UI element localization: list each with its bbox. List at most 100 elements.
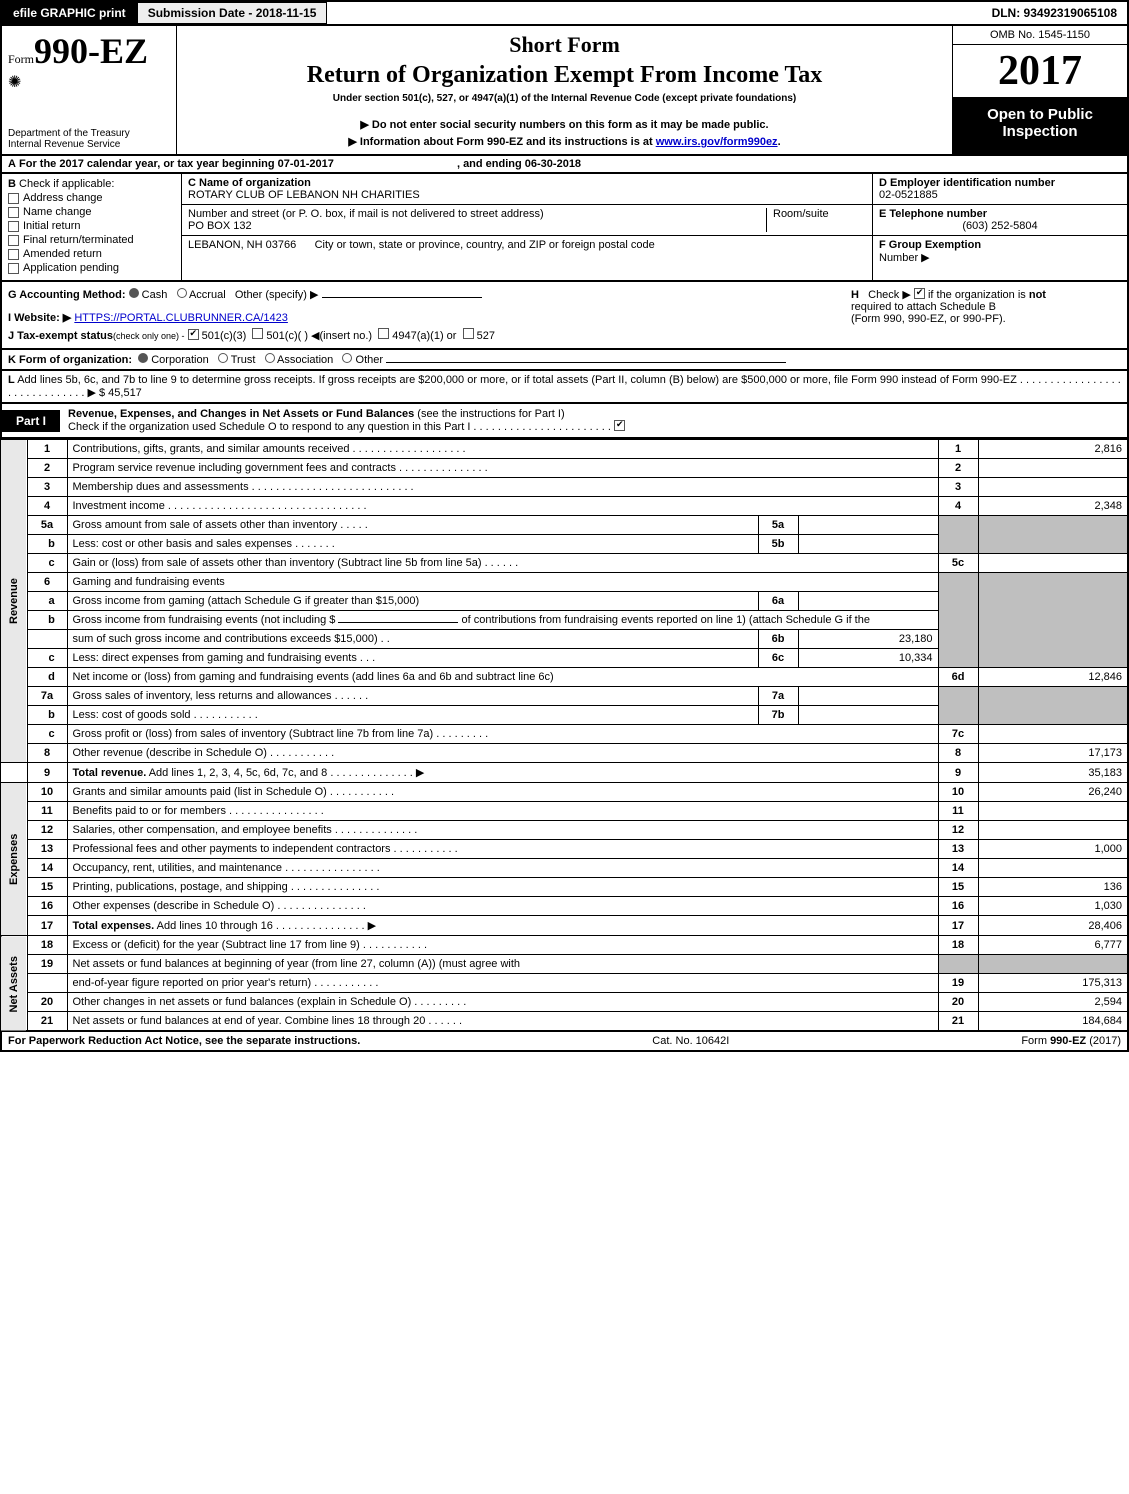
l-text: Add lines 5b, 6c, and 7b to line 9 to de… (17, 374, 1017, 386)
row-val: 2,594 (978, 993, 1128, 1012)
vlabel-revenue: Revenue (1, 440, 27, 763)
check-initial-return[interactable] (8, 221, 19, 232)
city-value: LEBANON, NH 03766 (188, 239, 296, 251)
row-val: 6,777 (978, 936, 1128, 955)
r17-bold: Total expenses. (73, 920, 155, 932)
row-desc: Membership dues and assessments . . . . … (67, 478, 938, 497)
row-desc: Gaming and fundraising events (67, 573, 938, 592)
row-desc: Program service revenue including govern… (67, 459, 938, 478)
row-num: b (27, 611, 67, 630)
radio-trust[interactable] (218, 353, 228, 363)
row-box: 9 (938, 763, 978, 783)
efile-print-button[interactable]: efile GRAPHIC print (2, 2, 137, 24)
radio-other[interactable] (342, 353, 352, 363)
row-box: 7c (938, 725, 978, 744)
radio-association[interactable] (265, 353, 275, 363)
g-accrual: Accrual (189, 289, 226, 301)
row-num: c (27, 649, 67, 668)
website-link[interactable]: HTTPS://PORTAL.CLUBRUNNER.CA/1423 (74, 312, 288, 324)
check-initial-return-label: Initial return (23, 220, 80, 232)
footer-right-post: (2017) (1086, 1035, 1121, 1047)
row-num: 14 (27, 859, 67, 878)
row-num: 17 (27, 916, 67, 936)
f-label2: Number ▶ (879, 251, 1121, 264)
footer-right-pre: Form (1021, 1035, 1050, 1047)
h-text4: (Form 990, 990-EZ, or 990-PF). (851, 313, 1006, 325)
row-num: b (27, 706, 67, 725)
inner-num: 5b (758, 535, 798, 554)
footer-mid: Cat. No. 10642I (652, 1035, 729, 1047)
row-val: 12,846 (978, 668, 1128, 687)
check-501c3[interactable] (188, 329, 199, 340)
row-box: 6d (938, 668, 978, 687)
row-num: 1 (27, 440, 67, 459)
check-schedule-b[interactable] (914, 288, 925, 299)
check-501c[interactable] (252, 328, 263, 339)
row-box: 11 (938, 802, 978, 821)
check-application-pending[interactable] (8, 263, 19, 274)
check-527[interactable] (463, 328, 474, 339)
row-val (978, 859, 1128, 878)
shaded-cell (978, 516, 1128, 554)
b-text: Check if applicable: (19, 178, 114, 190)
row-desc: Gross profit or (loss) from sales of inv… (67, 725, 938, 744)
org-name-row: C Name of organization ROTARY CLUB OF LE… (182, 174, 872, 205)
irs-form-link[interactable]: www.irs.gov/form990ez (656, 136, 778, 148)
inner-val (798, 592, 938, 611)
row-num: 9 (27, 763, 67, 783)
row-desc: Excess or (deficit) for the year (Subtra… (67, 936, 938, 955)
i-label: I Website: ▶ (8, 312, 71, 324)
row-num: b (27, 535, 67, 554)
row-num: 10 (27, 783, 67, 802)
k-association: Association (277, 354, 333, 366)
check-address-change-label: Address change (23, 192, 103, 204)
inner-val (798, 687, 938, 706)
part1-sub-dots: . . . . . . . . . . . . . . . . . . . . … (470, 421, 614, 433)
h-text1: Check ▶ (868, 289, 911, 301)
row-num: 3 (27, 478, 67, 497)
row-val: 184,684 (978, 1012, 1128, 1032)
check-address-change[interactable] (8, 193, 19, 204)
open-to-public: Open to Public Inspection (953, 98, 1127, 154)
part1-desc: Revenue, Expenses, and Changes in Net As… (60, 404, 1127, 437)
check-application-pending-label: Application pending (23, 262, 119, 274)
shaded-cell (938, 516, 978, 554)
row-val (978, 802, 1128, 821)
row-desc: Grants and similar amounts paid (list in… (67, 783, 938, 802)
submission-date: Submission Date - 2018-11-15 (137, 2, 328, 24)
dept-irs: Internal Revenue Service (8, 139, 170, 150)
check-4947[interactable] (378, 328, 389, 339)
shaded-cell (978, 955, 1128, 974)
footer-right: Form 990-EZ (2017) (1021, 1035, 1121, 1047)
radio-corporation[interactable] (138, 353, 148, 363)
row-box: 18 (938, 936, 978, 955)
part1-title-paren: (see the instructions for Part I) (414, 408, 564, 420)
c-label: C Name of organization (188, 177, 866, 189)
open-line2: Inspection (957, 123, 1123, 140)
row-num (27, 974, 67, 993)
row-val: 28,406 (978, 916, 1128, 936)
phone-value: (603) 252-5804 (879, 220, 1121, 232)
row-num: 5a (27, 516, 67, 535)
check-amended-return[interactable] (8, 249, 19, 260)
row-num: 19 (27, 955, 67, 974)
row-num: 13 (27, 840, 67, 859)
check-name-change[interactable] (8, 207, 19, 218)
row-desc: Other changes in net assets or fund bala… (67, 993, 938, 1012)
l-amount: $ 45,517 (99, 387, 142, 399)
k-label: K Form of organization: (8, 354, 132, 366)
radio-accrual[interactable] (177, 288, 187, 298)
city-label: City or town, state or province, country… (315, 239, 655, 251)
part1-grid: Revenue 1 Contributions, gifts, grants, … (0, 439, 1129, 1032)
h-text2: if the organization is (928, 289, 1026, 301)
check-schedule-o[interactable] (614, 420, 625, 431)
col-d-info: D Employer identification number 02-0521… (872, 174, 1127, 280)
j-4947: 4947(a)(1) or (392, 330, 456, 342)
group-exemption-row: F Group Exemption Number ▶ (873, 236, 1127, 280)
accounting-block: G Accounting Method: Cash Accrual Other … (0, 282, 1129, 350)
check-final-return[interactable] (8, 235, 19, 246)
h-text3: required to attach Schedule B (851, 301, 996, 313)
radio-cash[interactable] (129, 288, 139, 298)
l-label: L (8, 374, 15, 386)
form-word: Form (8, 52, 34, 66)
